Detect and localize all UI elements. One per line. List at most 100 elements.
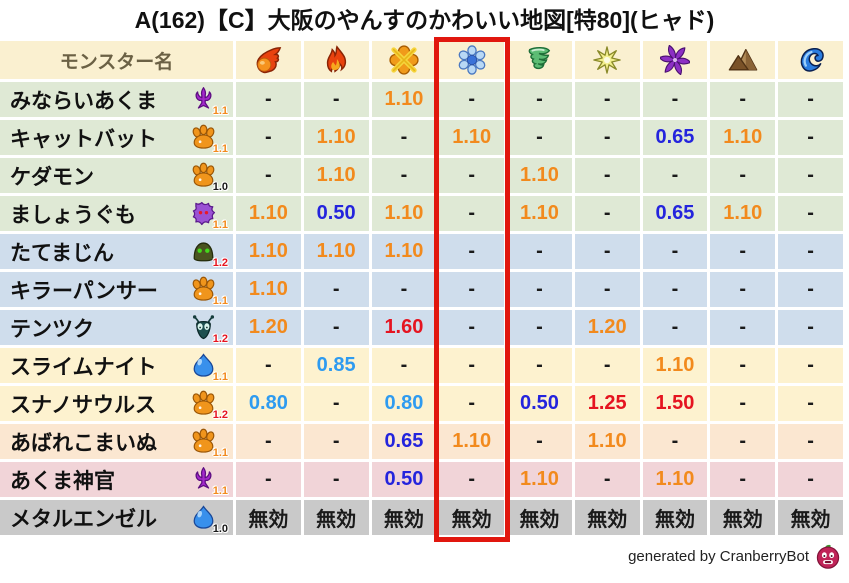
ice-icon [457, 45, 487, 75]
resistance-cell: 1.10 [303, 120, 369, 155]
resistance-cell: - [303, 424, 369, 459]
monster-rank: 1.1 [212, 219, 228, 231]
monster-row: スライムナイト 1.1-0.85- - - -1.10- - [0, 348, 843, 383]
monster-row: キラーパンサー 1.1 1.10- - - - - - - - [0, 272, 843, 307]
resistance-cell: - [778, 158, 843, 193]
element-column-header [439, 41, 505, 79]
resistance-cell: 無効 [574, 500, 640, 535]
burst-icon [389, 45, 419, 75]
monster-row: テンツク 1.2 1.20-1.60- -1.20- - - [0, 310, 843, 345]
monster-name: あばれこまいぬ [10, 431, 157, 455]
monster-rank: 1.2 [212, 409, 228, 421]
resistance-cell: 0.50 [507, 386, 572, 421]
resistance-cell: 1.10 [236, 196, 301, 231]
monster-name-cell: ケダモン 1.0 [0, 158, 233, 193]
monster-row: あばれこまいぬ 1.1- -0.65 1.10-1.10- - - [0, 424, 843, 459]
resistance-cell: - [439, 386, 505, 421]
resistance-cell: 1.10 [371, 196, 437, 231]
resistance-cell: - [439, 348, 505, 383]
resistance-cell: - [236, 462, 301, 497]
resistance-cell: - [439, 272, 505, 307]
element-column-header [574, 41, 640, 79]
monster-name: キャットバット [10, 127, 157, 151]
helmet-icon: 1.2 [190, 238, 228, 269]
monster-name-cell: たてまじん 1.2 [0, 234, 233, 269]
flame-icon [321, 45, 351, 75]
resistance-cell: - [710, 234, 776, 269]
resistance-cell: 0.85 [303, 348, 369, 383]
resistance-cell: 1.10 [371, 234, 437, 269]
monster-row: みならいあくま 1.1- -1.10- - - - - - [0, 82, 843, 117]
water-icon [796, 45, 826, 75]
resistance-cell: - [303, 386, 369, 421]
resistance-cell: 1.25 [574, 386, 640, 421]
resistance-cell: 無効 [439, 500, 505, 535]
monster-name-header: モンスター名 [0, 41, 233, 79]
resistance-cell: - [303, 462, 369, 497]
resistance-cell: - [574, 120, 640, 155]
monster-name: みならいあくま [10, 89, 157, 113]
monster-row: スナノサウルス 1.2 0.80-0.80-0.50 1.25 1.50- - [0, 386, 843, 421]
resistance-cell: 1.50 [642, 386, 708, 421]
wind-icon [524, 45, 554, 75]
resistance-cell: - [710, 462, 776, 497]
monster-rank: 1.2 [212, 333, 228, 345]
resistance-cell: 1.10 [574, 424, 640, 459]
resistance-cell: 1.20 [236, 310, 301, 345]
monster-name: キラーパンサー [10, 279, 158, 303]
resistance-cell: - [710, 158, 776, 193]
resistance-cell: 0.65 [642, 196, 708, 231]
resistance-cell: - [778, 310, 843, 345]
resistance-cell: 無効 [778, 500, 843, 535]
resistance-cell: - [574, 82, 640, 117]
element-column-header [778, 41, 843, 79]
resistance-cell: - [507, 120, 572, 155]
resistance-cell: - [574, 158, 640, 193]
resistance-cell: 1.10 [236, 234, 301, 269]
resistance-cell: - [778, 424, 843, 459]
monster-name-cell: テンツク 1.2 [0, 310, 233, 345]
resistance-cell: 1.10 [507, 462, 572, 497]
resistance-cell: - [303, 272, 369, 307]
monster-rank: 1.2 [212, 257, 228, 269]
resistance-cell: 1.10 [507, 158, 572, 193]
resistance-cell: - [371, 120, 437, 155]
resistance-cell: 無効 [507, 500, 572, 535]
monster-rank: 1.1 [212, 447, 228, 459]
monster-name-cell: キラーパンサー 1.1 [0, 272, 233, 307]
resistance-cell: - [778, 462, 843, 497]
monster-rank: 1.1 [212, 485, 228, 497]
monster-rank: 1.0 [212, 181, 228, 193]
resistance-cell: - [439, 196, 505, 231]
resistance-cell: 無効 [303, 500, 369, 535]
spider-icon: 1.1 [190, 200, 228, 231]
resistance-cell: - [439, 82, 505, 117]
resistance-table: モンスター名 みならいあくま 1.1- -1.10- - - - - - キャットバット 1.1-… [0, 38, 846, 538]
resistance-cell: 0.50 [303, 196, 369, 231]
monster-name-cell: あくま神官 1.1 [0, 462, 233, 497]
monster-name: ケダモン [10, 165, 94, 189]
monster-rank: 1.0 [212, 523, 228, 535]
resistance-cell: - [507, 310, 572, 345]
monster-row: あくま神官 1.1- -0.50-1.10-1.10- - [0, 462, 843, 497]
monster-row: ケダモン 1.0-1.10- -1.10- - - - [0, 158, 843, 193]
resistance-cell: - [507, 348, 572, 383]
resistance-cell: - [574, 272, 640, 307]
resistance-cell: 1.10 [507, 196, 572, 231]
resistance-cell: - [371, 158, 437, 193]
resistance-cell: - [778, 272, 843, 307]
dark-icon [658, 44, 692, 76]
element-column-header [236, 41, 301, 79]
resistance-cell: - [439, 462, 505, 497]
resistance-cell: 0.80 [371, 386, 437, 421]
resistance-cell: - [574, 462, 640, 497]
resistance-cell: - [507, 272, 572, 307]
resistance-cell: 0.65 [642, 120, 708, 155]
resistance-cell: - [642, 82, 708, 117]
resistance-cell: - [710, 386, 776, 421]
resistance-cell: - [371, 348, 437, 383]
resistance-cell: - [710, 82, 776, 117]
monster-name: スナノサウルス [10, 393, 156, 417]
resistance-cell: 無効 [371, 500, 437, 535]
paw-icon: 1.1 [190, 276, 228, 307]
